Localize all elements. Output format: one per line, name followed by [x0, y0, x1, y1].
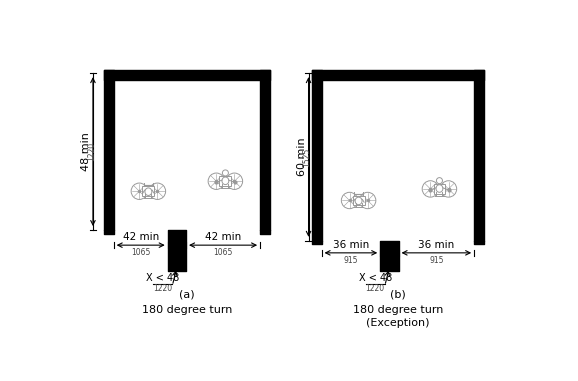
- Text: 1065: 1065: [213, 248, 233, 257]
- Text: 180 degree turn: 180 degree turn: [353, 305, 443, 315]
- Text: X < 48: X < 48: [358, 273, 392, 283]
- Text: 180 degree turn: 180 degree turn: [142, 305, 232, 315]
- Bar: [353, 195, 365, 205]
- Ellipse shape: [355, 197, 362, 205]
- Text: X < 48: X < 48: [146, 273, 179, 283]
- Text: 60 min: 60 min: [297, 138, 306, 176]
- Text: 1220: 1220: [153, 285, 172, 293]
- Text: 1220: 1220: [366, 285, 385, 293]
- Text: 915: 915: [429, 256, 444, 265]
- Text: 915: 915: [344, 256, 358, 265]
- Ellipse shape: [436, 185, 443, 192]
- Ellipse shape: [222, 177, 229, 184]
- Circle shape: [223, 170, 228, 176]
- Bar: [220, 176, 231, 186]
- Text: (b): (b): [390, 290, 406, 300]
- Text: 1525: 1525: [302, 147, 312, 166]
- Ellipse shape: [145, 188, 152, 195]
- Text: 42 min: 42 min: [205, 232, 241, 242]
- Text: 36 min: 36 min: [333, 240, 369, 250]
- Bar: [142, 186, 154, 196]
- Text: 1220: 1220: [87, 142, 96, 161]
- Circle shape: [436, 178, 443, 184]
- Text: 36 min: 36 min: [418, 240, 454, 250]
- Bar: [434, 184, 446, 194]
- Text: 48 min: 48 min: [81, 132, 91, 171]
- Text: 42 min: 42 min: [123, 232, 159, 242]
- Text: (a): (a): [179, 290, 195, 300]
- Text: (Exception): (Exception): [366, 318, 429, 328]
- Text: 1065: 1065: [131, 248, 150, 257]
